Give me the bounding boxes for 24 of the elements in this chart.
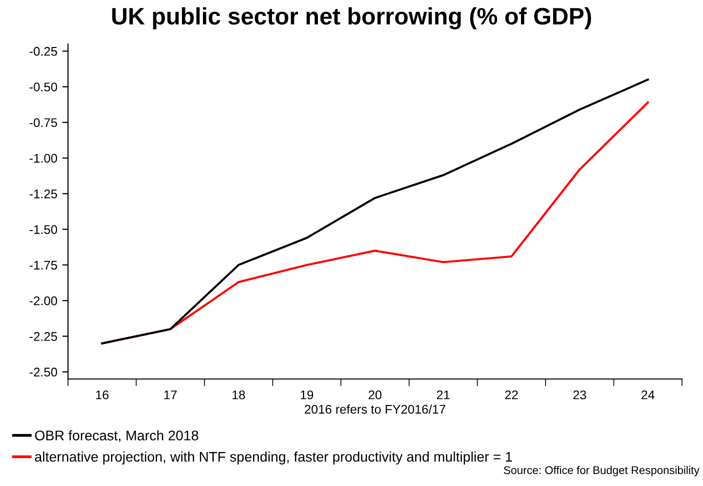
x-tick-label: 23 — [573, 390, 586, 400]
x-axis-title: 2016 refers to FY2016/17 — [304, 404, 446, 414]
y-tick-label: -2.25 — [30, 332, 58, 341]
x-tick-label: 21 — [436, 390, 450, 400]
x-tick-label: 18 — [232, 390, 245, 400]
x-tick-label: 20 — [368, 390, 382, 400]
y-tick-label: -0.25 — [30, 46, 58, 56]
y-tick-label: -0.75 — [30, 118, 58, 128]
y-tick-label: -1.75 — [30, 260, 58, 270]
y-tick-label: -1.00 — [30, 154, 58, 163]
chart-title: UK public sector net borrowing (% of GDP) — [112, 7, 592, 30]
y-tick-label: -1.50 — [30, 225, 58, 234]
y-tick-label: -2.00 — [30, 296, 58, 306]
x-tick-label: 17 — [164, 390, 177, 400]
legend-label: alternative projection, with NTF spending, faster productivity and multiplier = 1 — [34, 451, 512, 464]
legend-label: OBR forecast, March 2018 — [35, 430, 198, 442]
x-tick-label: 16 — [96, 390, 109, 400]
x-tick-label: 19 — [300, 390, 314, 400]
y-tick-label: -0.50 — [30, 82, 58, 92]
x-tick-label: 24 — [642, 390, 654, 400]
y-tick-label: -1.25 — [30, 189, 58, 198]
y-tick-label: -2.50 — [30, 368, 58, 377]
x-tick-label: 22 — [505, 390, 518, 400]
source-note: Source: Office for Budget Responsibility — [504, 466, 700, 476]
